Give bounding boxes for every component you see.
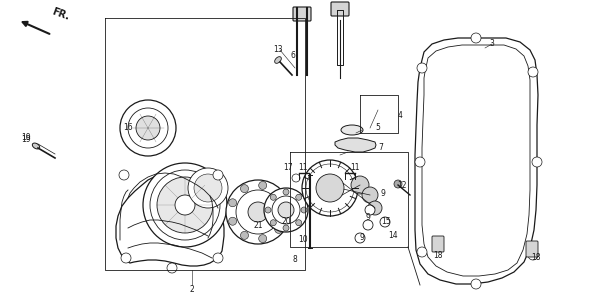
Circle shape bbox=[258, 182, 267, 189]
Text: 17: 17 bbox=[283, 163, 293, 172]
Circle shape bbox=[301, 207, 307, 213]
Text: 3: 3 bbox=[490, 39, 494, 48]
Circle shape bbox=[128, 108, 168, 148]
Circle shape bbox=[157, 177, 213, 233]
Circle shape bbox=[143, 163, 227, 247]
Circle shape bbox=[213, 170, 223, 180]
Circle shape bbox=[316, 174, 344, 202]
Ellipse shape bbox=[341, 125, 363, 135]
Circle shape bbox=[229, 199, 237, 207]
Circle shape bbox=[236, 190, 280, 234]
Text: 20: 20 bbox=[281, 218, 291, 226]
Text: 9: 9 bbox=[366, 213, 371, 222]
Circle shape bbox=[355, 233, 365, 243]
Circle shape bbox=[368, 201, 382, 215]
Circle shape bbox=[270, 220, 276, 226]
Circle shape bbox=[532, 157, 542, 167]
Circle shape bbox=[213, 253, 223, 263]
Text: 4: 4 bbox=[398, 110, 403, 119]
Circle shape bbox=[283, 225, 289, 231]
Circle shape bbox=[528, 67, 538, 77]
Polygon shape bbox=[415, 38, 538, 284]
Circle shape bbox=[380, 217, 390, 227]
Text: 13: 13 bbox=[273, 45, 283, 54]
Circle shape bbox=[351, 176, 369, 194]
Circle shape bbox=[394, 180, 402, 188]
Circle shape bbox=[136, 116, 160, 140]
Text: 18: 18 bbox=[531, 253, 541, 262]
Text: 5: 5 bbox=[375, 123, 380, 132]
Circle shape bbox=[365, 205, 375, 215]
Circle shape bbox=[275, 191, 283, 199]
Circle shape bbox=[275, 225, 283, 233]
Circle shape bbox=[264, 188, 308, 232]
Circle shape bbox=[272, 196, 300, 224]
Ellipse shape bbox=[275, 57, 281, 63]
Circle shape bbox=[417, 247, 427, 257]
Text: 18: 18 bbox=[433, 250, 442, 259]
Text: 9: 9 bbox=[381, 188, 385, 197]
Circle shape bbox=[258, 234, 267, 243]
Text: 6: 6 bbox=[290, 51, 295, 60]
Circle shape bbox=[241, 231, 248, 239]
Circle shape bbox=[296, 220, 301, 226]
Text: 9: 9 bbox=[359, 234, 365, 243]
FancyBboxPatch shape bbox=[293, 7, 311, 21]
Text: 11: 11 bbox=[299, 163, 308, 172]
FancyBboxPatch shape bbox=[432, 236, 444, 252]
Circle shape bbox=[265, 207, 271, 213]
Circle shape bbox=[363, 220, 373, 230]
Circle shape bbox=[417, 63, 427, 73]
Circle shape bbox=[150, 170, 220, 240]
Text: 21: 21 bbox=[253, 221, 263, 229]
Ellipse shape bbox=[32, 143, 40, 149]
Text: 19: 19 bbox=[21, 135, 31, 144]
Circle shape bbox=[278, 202, 294, 218]
Circle shape bbox=[528, 250, 538, 260]
Text: 14: 14 bbox=[388, 231, 398, 240]
Text: 12: 12 bbox=[397, 181, 407, 190]
Text: 7: 7 bbox=[378, 144, 383, 153]
Circle shape bbox=[415, 157, 425, 167]
Circle shape bbox=[362, 187, 378, 203]
Circle shape bbox=[119, 170, 129, 180]
Circle shape bbox=[188, 168, 228, 208]
Text: 2: 2 bbox=[189, 286, 194, 294]
FancyBboxPatch shape bbox=[331, 2, 349, 16]
FancyBboxPatch shape bbox=[526, 241, 538, 257]
Circle shape bbox=[296, 194, 301, 200]
Circle shape bbox=[229, 217, 237, 225]
Circle shape bbox=[226, 180, 290, 244]
Circle shape bbox=[292, 174, 300, 182]
Text: 19: 19 bbox=[21, 134, 31, 142]
Text: 10: 10 bbox=[299, 235, 308, 244]
Text: 16: 16 bbox=[123, 123, 133, 132]
Circle shape bbox=[471, 33, 481, 43]
Circle shape bbox=[306, 164, 354, 212]
Circle shape bbox=[121, 253, 131, 263]
Text: 11: 11 bbox=[350, 163, 360, 172]
Text: 15: 15 bbox=[381, 218, 391, 226]
Text: 8: 8 bbox=[293, 256, 297, 265]
Circle shape bbox=[194, 174, 222, 202]
Circle shape bbox=[302, 160, 358, 216]
Polygon shape bbox=[116, 174, 224, 266]
Circle shape bbox=[175, 195, 195, 215]
Circle shape bbox=[281, 208, 289, 216]
Text: FR.: FR. bbox=[50, 6, 70, 22]
Polygon shape bbox=[335, 138, 376, 152]
Circle shape bbox=[248, 202, 268, 222]
Circle shape bbox=[270, 194, 276, 200]
Circle shape bbox=[120, 100, 176, 156]
Circle shape bbox=[241, 185, 248, 193]
Circle shape bbox=[471, 279, 481, 289]
Circle shape bbox=[283, 189, 289, 195]
Circle shape bbox=[167, 263, 177, 273]
